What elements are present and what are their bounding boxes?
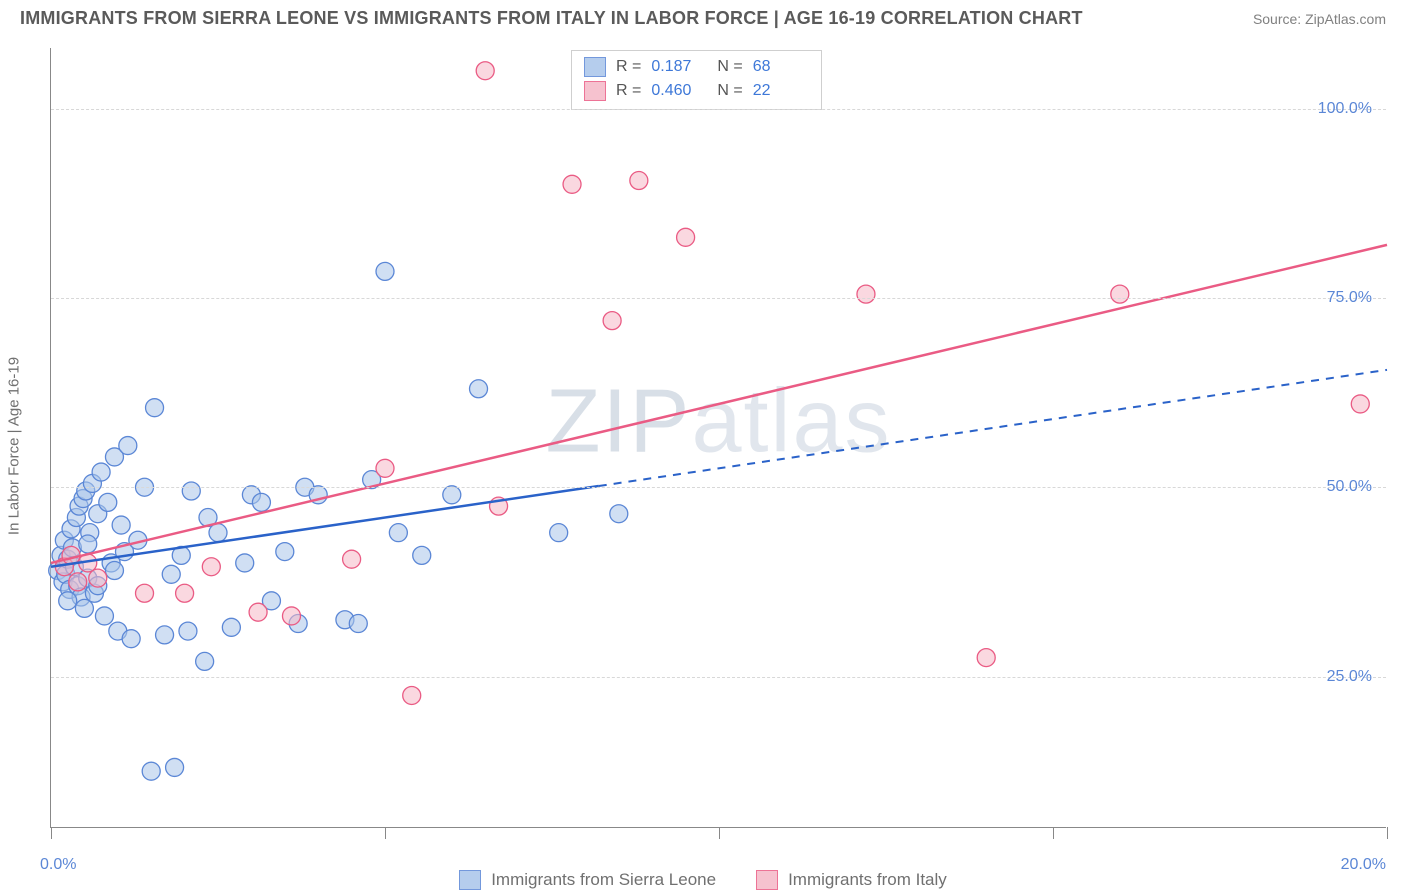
data-point <box>630 172 648 190</box>
data-point <box>413 546 431 564</box>
data-point <box>977 649 995 667</box>
gridline <box>51 677 1386 678</box>
data-point <box>470 380 488 398</box>
r-label: R = <box>616 58 641 76</box>
data-point <box>222 618 240 636</box>
data-point <box>443 486 461 504</box>
gridline <box>51 109 1386 110</box>
gridline <box>51 298 1386 299</box>
data-point <box>136 584 154 602</box>
data-point <box>156 626 174 644</box>
legend-row: R = 0.460 N = 22 <box>584 79 809 103</box>
n-label: N = <box>717 82 742 100</box>
x-tick <box>1387 827 1388 839</box>
y-tick-label: 100.0% <box>1318 100 1372 118</box>
data-point <box>677 228 695 246</box>
data-point <box>79 535 97 553</box>
gridline <box>51 487 1386 488</box>
chart-title: IMMIGRANTS FROM SIERRA LEONE VS IMMIGRAN… <box>20 8 1083 29</box>
data-point <box>403 686 421 704</box>
data-point <box>122 630 140 648</box>
data-point <box>857 285 875 303</box>
r-value: 0.460 <box>651 82 707 100</box>
data-point <box>343 550 361 568</box>
y-tick-label: 50.0% <box>1327 478 1372 496</box>
data-point <box>389 524 407 542</box>
r-label: R = <box>616 82 641 100</box>
data-point <box>162 565 180 583</box>
data-point <box>349 615 367 633</box>
data-point <box>105 562 123 580</box>
legend-label: Immigrants from Sierra Leone <box>491 870 716 890</box>
data-point <box>179 622 197 640</box>
data-point <box>610 505 628 523</box>
data-point <box>252 493 270 511</box>
series-legend: Immigrants from Sierra Leone Immigrants f… <box>0 870 1406 890</box>
data-point <box>209 524 227 542</box>
data-point <box>176 584 194 602</box>
data-point <box>1111 285 1129 303</box>
data-point <box>282 607 300 625</box>
y-axis-label: In Labor Force | Age 16-19 <box>6 357 23 535</box>
data-point <box>1351 395 1369 413</box>
r-value: 0.187 <box>651 58 707 76</box>
y-tick-label: 25.0% <box>1327 668 1372 686</box>
plot-svg <box>51 48 1386 827</box>
data-point <box>563 175 581 193</box>
legend-swatch <box>584 81 606 101</box>
correlation-legend: R = 0.187 N = 68 R = 0.460 N = 22 <box>571 50 822 110</box>
source-prefix: Source: <box>1253 11 1305 27</box>
data-point <box>249 603 267 621</box>
source-attribution: Source: ZipAtlas.com <box>1253 11 1386 27</box>
data-point <box>376 459 394 477</box>
data-point <box>202 558 220 576</box>
scatter-chart: ZIPatlas R =0.187N =68R =0.460N =22 25.0… <box>50 48 1386 828</box>
data-point <box>236 554 254 572</box>
data-point <box>550 524 568 542</box>
n-value: 68 <box>753 58 809 76</box>
x-tick <box>1053 827 1054 839</box>
data-point <box>69 573 87 591</box>
y-tick-label: 75.0% <box>1327 289 1372 307</box>
legend-swatch <box>459 870 481 890</box>
source-link[interactable]: ZipAtlas.com <box>1305 11 1386 27</box>
data-point <box>142 762 160 780</box>
legend-item: Immigrants from Italy <box>756 870 947 890</box>
legend-row: R = 0.187 N = 68 <box>584 55 809 79</box>
data-point <box>603 312 621 330</box>
n-label: N = <box>717 58 742 76</box>
legend-swatch <box>756 870 778 890</box>
data-point <box>59 592 77 610</box>
x-tick <box>719 827 720 839</box>
data-point <box>99 493 117 511</box>
data-point <box>89 569 107 587</box>
data-point <box>476 62 494 80</box>
legend-item: Immigrants from Sierra Leone <box>459 870 716 890</box>
data-point <box>92 463 110 481</box>
legend-label: Immigrants from Italy <box>788 870 947 890</box>
data-point <box>182 482 200 500</box>
data-point <box>146 399 164 417</box>
data-point <box>112 516 130 534</box>
data-point <box>95 607 113 625</box>
trendline-extrapolated <box>599 370 1387 486</box>
data-point <box>166 758 184 776</box>
n-value: 22 <box>753 82 809 100</box>
data-point <box>119 437 137 455</box>
trendline <box>51 245 1387 563</box>
legend-swatch <box>584 57 606 77</box>
data-point <box>196 652 214 670</box>
data-point <box>376 262 394 280</box>
x-tick <box>51 827 52 839</box>
x-tick <box>385 827 386 839</box>
data-point <box>276 543 294 561</box>
